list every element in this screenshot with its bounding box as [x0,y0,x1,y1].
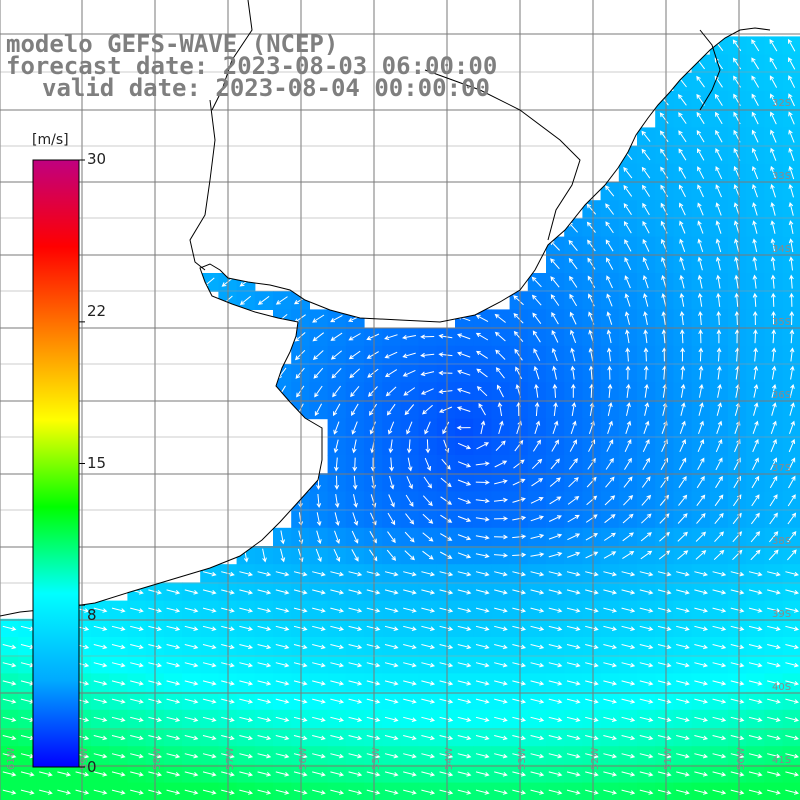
colorbar-tick-label: 15 [87,454,107,472]
coastline-path [0,27,771,617]
land-mass [0,0,800,616]
latitude-labels: 32S 33S 34S 35S 36S 37S 38S 39S 40S 41S [772,98,791,766]
colorbar-tick-label: 8 [87,606,97,624]
latitude-label: 33S [772,171,791,182]
longitude-label: 61W [6,747,17,770]
longitude-label: 59W [79,747,90,770]
longitude-label: 52W [590,747,601,770]
colorbar-tick-label: 30 [87,150,107,168]
longitude-label: 50W [736,747,747,770]
coastline [0,0,771,617]
latitude-label: 37S [772,463,791,474]
colorbar-ticks [79,159,85,768]
latitude-label: 41S [772,755,791,766]
latitude-label: 36S [772,390,791,401]
longitude-labels: 61W 59W 58W 57W 56W 55W 54W 53W 52W 51W 50W [6,747,747,770]
latitude-label: 40S [772,682,791,693]
valid-date: valid date: 2023-08-04 00:00:00 [42,74,490,102]
border-line [211,0,253,111]
latitude-label: 35S [772,317,791,328]
border-line [424,69,581,241]
colorbar-unit: [m/s] [32,132,69,148]
longitude-label: 53W [517,747,528,770]
colorbar [32,159,80,768]
longitude-label: 57W [225,747,236,770]
land-area [0,0,800,616]
model-title: modelo GEFS-WAVE (NCEP) [6,30,339,58]
longitude-label: 54W [444,747,455,770]
border-line [189,99,216,271]
forecast-date: forecast date: 2023-08-03 06:00:00 [6,52,498,80]
latitude-label: 39S [772,609,791,620]
border-line [699,29,721,111]
colorbar-tick-label: 22 [87,302,107,320]
longitude-label: 58W [152,747,163,770]
longitude-label: 56W [298,747,309,770]
colorbar-tick-label: 0 [87,758,97,776]
latitude-label: 34S [772,244,791,255]
longitude-label: 55W [371,747,382,770]
latitude-label: 32S [772,98,791,109]
longitude-label: 51W [663,747,674,770]
latitude-label: 38S [772,536,791,547]
